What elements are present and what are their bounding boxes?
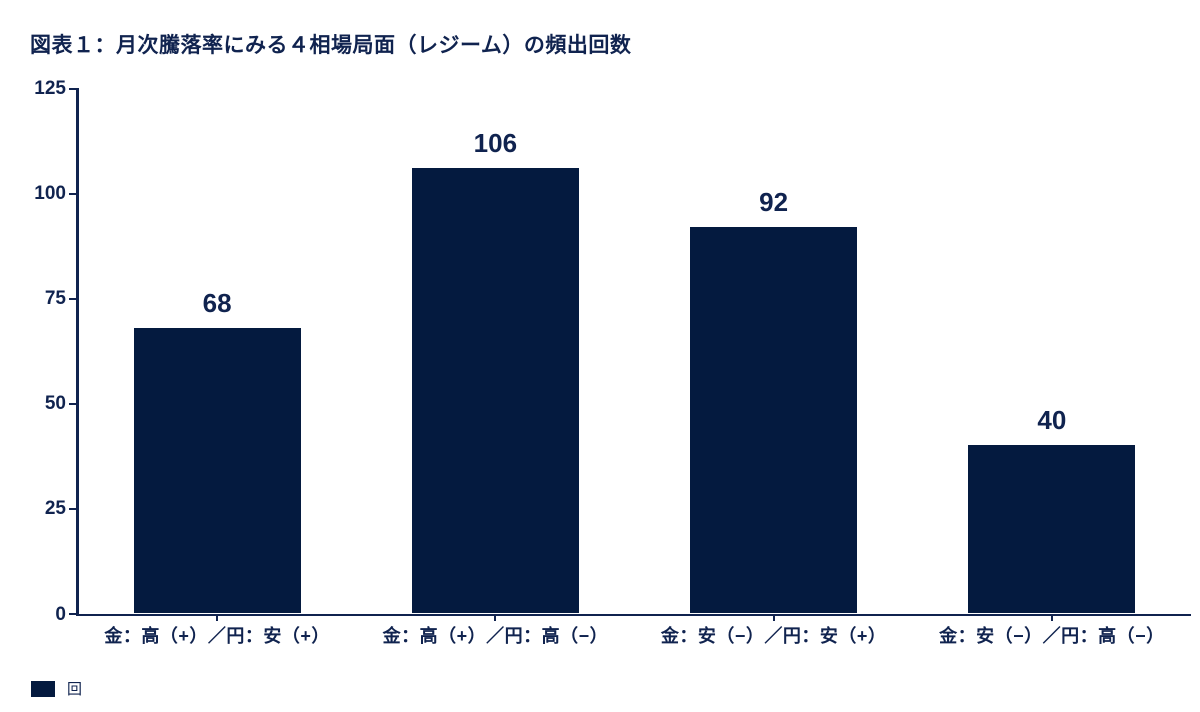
y-tick-label: 50 [44, 393, 66, 415]
legend-swatch [31, 681, 55, 697]
bar-value-label: 40 [1037, 405, 1067, 436]
y-tick-label: 0 [55, 603, 66, 625]
bar [133, 327, 301, 614]
y-tick-label: 100 [34, 183, 66, 205]
x-tick-mark [494, 616, 497, 621]
bar-value-label: 92 [759, 186, 789, 217]
y-tick-mark [69, 402, 76, 405]
y-tick-label: 125 [34, 78, 66, 99]
x-category-label: 金：高（+）／円：高（−） [382, 625, 609, 646]
y-tick-label: 75 [44, 288, 66, 310]
bar-value-label: 106 [473, 127, 518, 158]
x-category-label: 金：安（−）／円：安（+） [660, 625, 887, 646]
bar-value-label: 68 [202, 287, 232, 318]
y-axis-line [76, 88, 79, 616]
y-tick-mark [69, 297, 76, 300]
x-category-label: 金：高（+）／円：安（+） [104, 625, 330, 646]
y-tick-mark [69, 87, 76, 90]
y-tick-mark [69, 613, 76, 615]
bar [411, 167, 579, 614]
y-tick-mark [69, 507, 76, 510]
x-tick-mark [216, 616, 219, 621]
y-tick-label: 25 [44, 498, 66, 520]
legend-label: 回 [67, 680, 83, 698]
y-tick-mark [69, 192, 76, 195]
legend: 回 [31, 680, 82, 698]
bar [968, 445, 1136, 614]
chart-title: 図表１：月次騰落率にみる４相場局面（レジーム）の頻出回数 [30, 34, 632, 57]
bar [690, 226, 858, 614]
x-axis-line [76, 613, 1191, 616]
x-tick-mark [772, 616, 775, 621]
x-category-label: 金：安（−）／円：高（−） [939, 625, 1165, 646]
x-tick-mark [1050, 616, 1053, 621]
